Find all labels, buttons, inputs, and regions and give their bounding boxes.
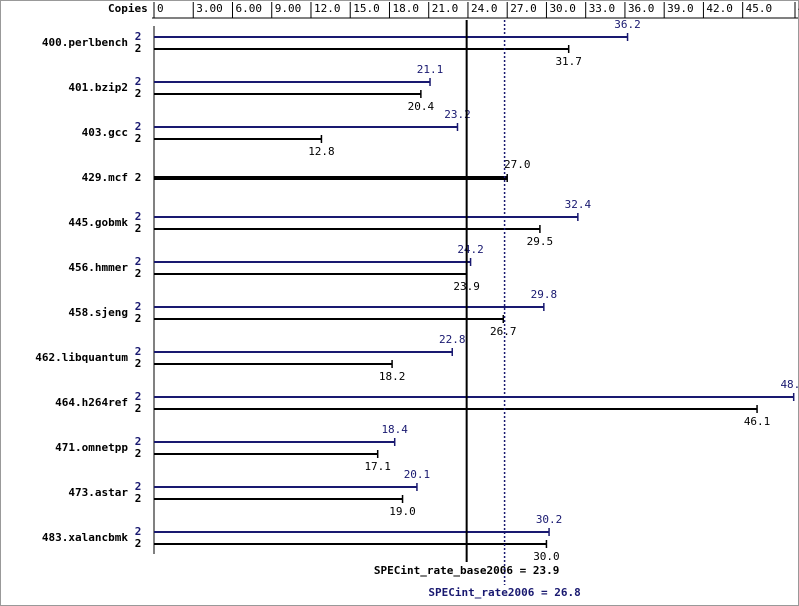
value-label: 26.7 bbox=[490, 325, 517, 338]
value-label: 31.7 bbox=[555, 55, 582, 68]
category-label: 429.mcf bbox=[82, 171, 128, 184]
category-label: 464.h264ref bbox=[55, 396, 128, 409]
copies-label: 2 bbox=[135, 357, 142, 370]
value-label: 30.0 bbox=[533, 550, 560, 563]
category-label: 462.libquantum bbox=[35, 351, 128, 364]
x-tick-label: 9.00 bbox=[275, 2, 302, 15]
copies-label: 2 bbox=[135, 402, 142, 415]
copies-label: 2 bbox=[135, 210, 142, 223]
reference-label: SPECint_rate2006 = 26.8 bbox=[428, 586, 580, 599]
x-tick-label: 36.0 bbox=[628, 2, 655, 15]
copies-label: 2 bbox=[135, 390, 142, 403]
category-label: 401.bzip2 bbox=[68, 81, 128, 94]
x-tick-label: 39.0 bbox=[667, 2, 694, 15]
copies-label: 2 bbox=[135, 345, 142, 358]
x-tick-label: 18.0 bbox=[392, 2, 419, 15]
copies-label: 2 bbox=[135, 120, 142, 133]
copies-label: 2 bbox=[135, 222, 142, 235]
value-label: 18.2 bbox=[379, 370, 406, 383]
value-label: 32.4 bbox=[565, 198, 592, 211]
copies-label: 2 bbox=[135, 171, 142, 184]
value-label: 12.8 bbox=[308, 145, 335, 158]
value-label: 30.2 bbox=[536, 513, 563, 526]
value-label: 29.5 bbox=[527, 235, 554, 248]
copies-label: 2 bbox=[135, 435, 142, 448]
value-label: 29.8 bbox=[531, 288, 558, 301]
x-tick-label: 33.0 bbox=[589, 2, 616, 15]
x-tick-label: 27.0 bbox=[510, 2, 537, 15]
x-tick-label: 0 bbox=[157, 2, 164, 15]
value-label: 23.2 bbox=[444, 108, 471, 121]
copies-label: 2 bbox=[135, 312, 142, 325]
value-label: 24.2 bbox=[457, 243, 484, 256]
x-tick-label: 12.0 bbox=[314, 2, 341, 15]
value-label: 36.2 bbox=[614, 18, 641, 31]
value-label: 21.1 bbox=[417, 63, 444, 76]
copies-label: 2 bbox=[135, 300, 142, 313]
value-label: 17.1 bbox=[364, 460, 391, 473]
copies-label: 2 bbox=[135, 42, 142, 55]
x-tick-label: 21.0 bbox=[432, 2, 459, 15]
x-tick-label: 42.0 bbox=[706, 2, 733, 15]
copies-label: 2 bbox=[135, 255, 142, 268]
category-label: 400.perlbench bbox=[42, 36, 128, 49]
category-label: 445.gobmk bbox=[68, 216, 128, 229]
category-label: 473.astar bbox=[68, 486, 128, 499]
category-label: 483.xalancbmk bbox=[42, 531, 128, 544]
x-tick-label: 24.0 bbox=[471, 2, 498, 15]
x-tick-label: 15.0 bbox=[353, 2, 380, 15]
copies-label: 2 bbox=[135, 525, 142, 538]
category-label: 458.sjeng bbox=[68, 306, 128, 319]
copies-label: 2 bbox=[135, 447, 142, 460]
value-label: 48.9 bbox=[780, 378, 799, 391]
copies-label: 2 bbox=[135, 132, 142, 145]
copies-label: 2 bbox=[135, 267, 142, 280]
x-tick-label: 45.0 bbox=[746, 2, 773, 15]
category-label: 403.gcc bbox=[82, 126, 128, 139]
copies-label: 2 bbox=[135, 537, 142, 550]
copies-label: 2 bbox=[135, 75, 142, 88]
copies-header: Copies bbox=[108, 2, 148, 15]
value-label: 27.0 bbox=[504, 158, 531, 171]
value-label: 46.1 bbox=[744, 415, 771, 428]
x-tick-label: 3.00 bbox=[196, 2, 223, 15]
category-label: 471.omnetpp bbox=[55, 441, 128, 454]
value-label: 22.8 bbox=[439, 333, 466, 346]
x-tick-label: 6.00 bbox=[235, 2, 262, 15]
copies-label: 2 bbox=[135, 492, 142, 505]
copies-label: 2 bbox=[135, 480, 142, 493]
reference-label: SPECint_rate_base2006 = 23.9 bbox=[374, 564, 559, 577]
copies-label: 2 bbox=[135, 87, 142, 100]
value-label: 18.4 bbox=[381, 423, 408, 436]
x-tick-label: 30.0 bbox=[549, 2, 576, 15]
value-label: 20.4 bbox=[408, 100, 435, 113]
value-label: 20.1 bbox=[404, 468, 431, 481]
value-label: 19.0 bbox=[389, 505, 416, 518]
copies-label: 2 bbox=[135, 30, 142, 43]
category-label: 456.hmmer bbox=[68, 261, 128, 274]
